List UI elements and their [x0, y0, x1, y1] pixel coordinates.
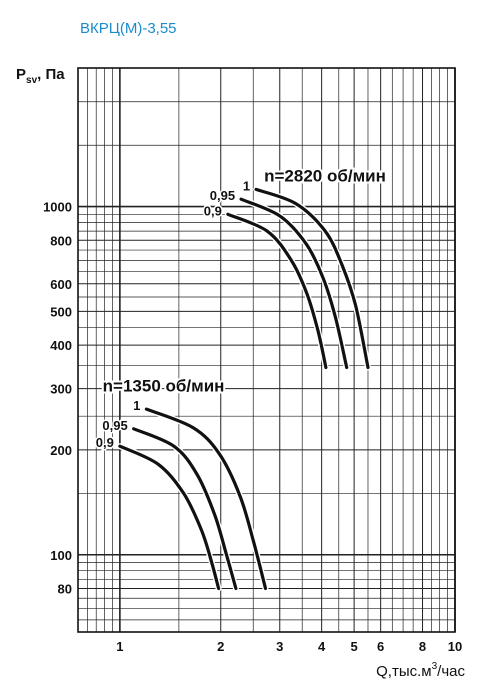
- curve-label: 1: [243, 178, 250, 193]
- y-tick-label: 600: [50, 277, 72, 292]
- x-tick-label: 2: [217, 639, 224, 654]
- x-tick-label: 8: [419, 639, 426, 654]
- curve-label: 0,95: [102, 418, 127, 433]
- plot-frame: [77, 67, 456, 633]
- speed-label: n=2820 об/мин: [264, 166, 386, 185]
- speed-label: n=1350 об/мин: [103, 377, 225, 396]
- curve-label: 0,9: [96, 435, 114, 450]
- axis-titles: Psv, Па Q,тыс.м3/час: [16, 66, 465, 680]
- y-tick-label: 300: [50, 382, 72, 397]
- y-axis-title: Psv, Па: [16, 66, 65, 86]
- y-tick-label: 500: [50, 304, 72, 319]
- curve-0-95: [132, 427, 238, 591]
- x-tick-label: 4: [318, 639, 326, 654]
- y-tick-label: 100: [50, 548, 72, 563]
- curve-0-9: [118, 444, 221, 591]
- y-tick-label: 80: [58, 581, 72, 596]
- grid: [77, 67, 456, 633]
- y-tick-label: 1000: [43, 200, 72, 215]
- curve-label: 0,9: [204, 203, 222, 218]
- curve-0-9: [226, 212, 328, 370]
- curves: [116, 186, 371, 592]
- x-axis-title: Q,тыс.м3/час: [376, 661, 465, 680]
- curve-1: [254, 187, 370, 370]
- chart-title: ВКРЦ(М)-3,55: [80, 20, 177, 37]
- curve-0-95: [239, 197, 349, 370]
- x-tick-label: 5: [350, 639, 357, 654]
- x-tick-label: 10: [448, 639, 462, 654]
- curve-label: 1: [133, 398, 140, 413]
- curve-halo: [116, 443, 222, 592]
- y-tick-label: 400: [50, 338, 72, 353]
- curve-label: 0,95: [210, 188, 235, 203]
- curve-halo: [224, 211, 329, 371]
- curve-1: [144, 407, 268, 591]
- tick-labels: 1 2 3 4 5 6 8 10 80 100 200 300 400 500 600 800 1000: [43, 200, 462, 654]
- y-tick-label: 800: [50, 233, 72, 248]
- x-tick-label: 3: [276, 639, 283, 654]
- x-tick-label: 1: [116, 639, 123, 654]
- y-tick-label: 200: [50, 443, 72, 458]
- x-tick-label: 6: [377, 639, 384, 654]
